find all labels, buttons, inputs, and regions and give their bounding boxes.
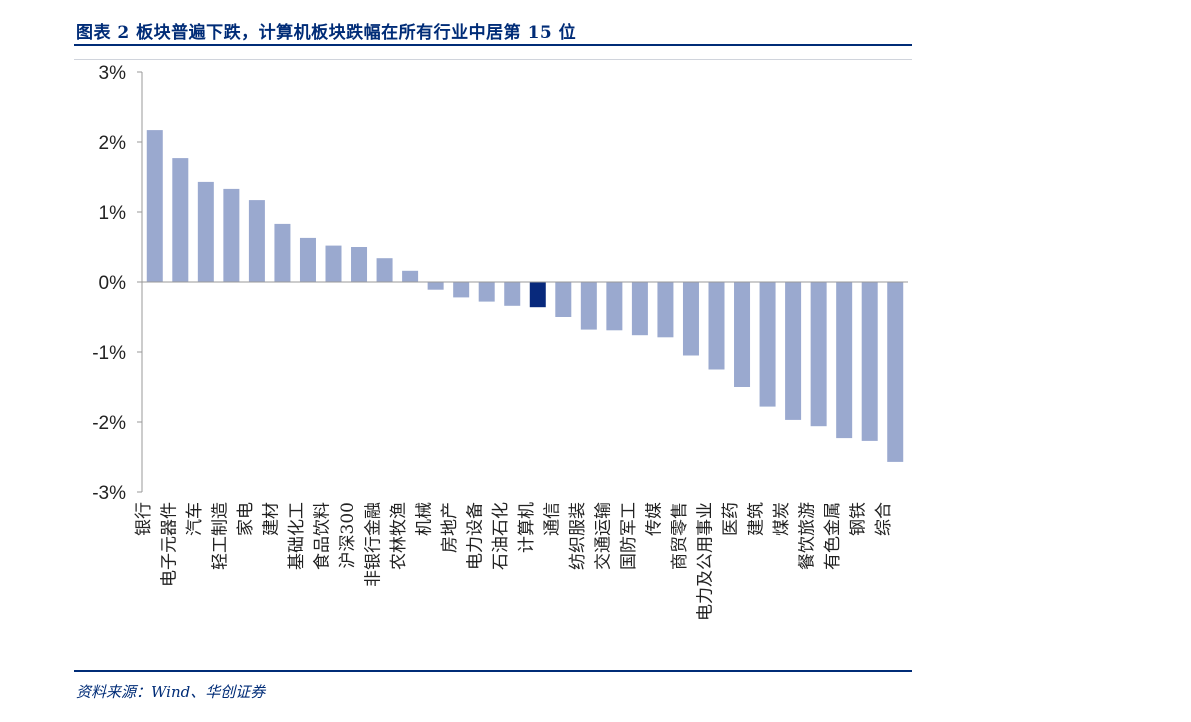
bar-房地产 <box>453 282 470 298</box>
x-category-label: 电力及公用事业 <box>696 502 716 621</box>
bar-计算机 <box>529 282 546 308</box>
bar-汽车 <box>197 181 214 282</box>
y-tick-label: 3% <box>99 63 127 84</box>
bar-纺织服装 <box>580 282 597 330</box>
x-category-label: 计算机 <box>517 502 537 553</box>
bar-建筑 <box>759 282 776 407</box>
bar-非银行金融 <box>376 258 393 282</box>
bar-石油石化 <box>504 282 521 306</box>
y-tick-label: 0% <box>99 273 127 294</box>
x-category-label: 建材 <box>261 502 281 536</box>
x-category-label: 房地产 <box>440 502 460 553</box>
bar-传媒 <box>657 282 674 338</box>
x-category-label: 电子元器件 <box>159 502 179 587</box>
y-axis-ticks: 3% 2% 1% 0% -1% -2% -3% <box>92 63 142 504</box>
bar-电力设备 <box>478 282 495 302</box>
x-category-label: 非银行金融 <box>364 502 384 587</box>
figure-title: 图表 2 板块普遍下跌，计算机板块跌幅在所有行业中居第 15 位 <box>76 23 577 43</box>
bar-基础化工 <box>299 237 316 282</box>
bar-轻工制造 <box>223 188 240 282</box>
x-category-label: 医药 <box>721 502 741 536</box>
bar-家电 <box>248 200 265 282</box>
title-divider <box>74 44 912 46</box>
bar-综合 <box>887 282 904 462</box>
y-tick-label: -2% <box>92 413 126 434</box>
bar-通信 <box>555 282 572 317</box>
x-category-label: 有色金属 <box>823 502 843 570</box>
x-category-label: 餐饮旅游 <box>798 502 818 570</box>
bar-电子元器件 <box>172 158 189 282</box>
bar-机械 <box>427 282 444 290</box>
x-category-label: 交通运输 <box>593 502 613 570</box>
bar-食品饮料 <box>325 245 342 282</box>
bar-交通运输 <box>606 282 623 331</box>
x-category-label: 建筑 <box>747 502 767 536</box>
source-note: 资料来源：Wind、华创证券 <box>76 683 266 701</box>
bar-钢铁 <box>861 282 878 441</box>
x-category-label: 纺织服装 <box>568 502 588 570</box>
x-category-label: 基础化工 <box>287 502 307 570</box>
x-category-label: 煤炭 <box>772 502 792 536</box>
x-category-label: 电力设备 <box>466 502 486 570</box>
axes <box>141 72 908 492</box>
bar-建材 <box>274 223 291 282</box>
y-tick-label: 1% <box>99 203 127 224</box>
x-category-label: 商贸零售 <box>670 502 690 570</box>
x-category-label: 家电 <box>236 502 256 536</box>
x-category-label: 钢铁 <box>849 502 869 536</box>
x-category-label: 传媒 <box>644 502 664 536</box>
x-category-label: 国防军工 <box>619 502 639 570</box>
bar-银行 <box>146 130 163 282</box>
bar-商贸零售 <box>682 282 699 356</box>
title-subdivider <box>74 59 912 60</box>
x-category-label: 沪深300 <box>338 502 358 568</box>
bar-餐饮旅游 <box>810 282 827 427</box>
x-category-label: 银行 <box>134 502 154 536</box>
x-category-label: 食品饮料 <box>313 502 333 570</box>
x-category-label: 机械 <box>415 502 435 536</box>
bar-医药 <box>734 282 751 387</box>
bar-有色金属 <box>836 282 853 439</box>
footer-divider <box>74 670 912 672</box>
bar-农林牧渔 <box>402 270 419 282</box>
x-category-label: 农林牧渔 <box>389 502 409 570</box>
y-tick-label: -3% <box>92 483 126 504</box>
bar-电力及公用事业 <box>708 282 725 370</box>
x-category-label: 轻工制造 <box>210 502 230 570</box>
bar-沪深300 <box>351 247 368 282</box>
bar-group <box>146 130 904 462</box>
y-tick-label: -1% <box>92 343 126 364</box>
y-tick-label: 2% <box>99 133 127 154</box>
x-category-label: 通信 <box>542 502 562 536</box>
x-axis-labels: 银行 电子元器件 汽车 轻工制造 家电 建材 基础化工 食品饮料 沪深300 非银行金融 农林牧渔机… <box>134 502 894 621</box>
x-category-label: 石油石化 <box>491 502 511 570</box>
bar-国防军工 <box>631 282 648 336</box>
x-category-label: 汽车 <box>185 502 205 536</box>
x-category-label: 综合 <box>874 502 894 536</box>
bar-煤炭 <box>785 282 802 420</box>
